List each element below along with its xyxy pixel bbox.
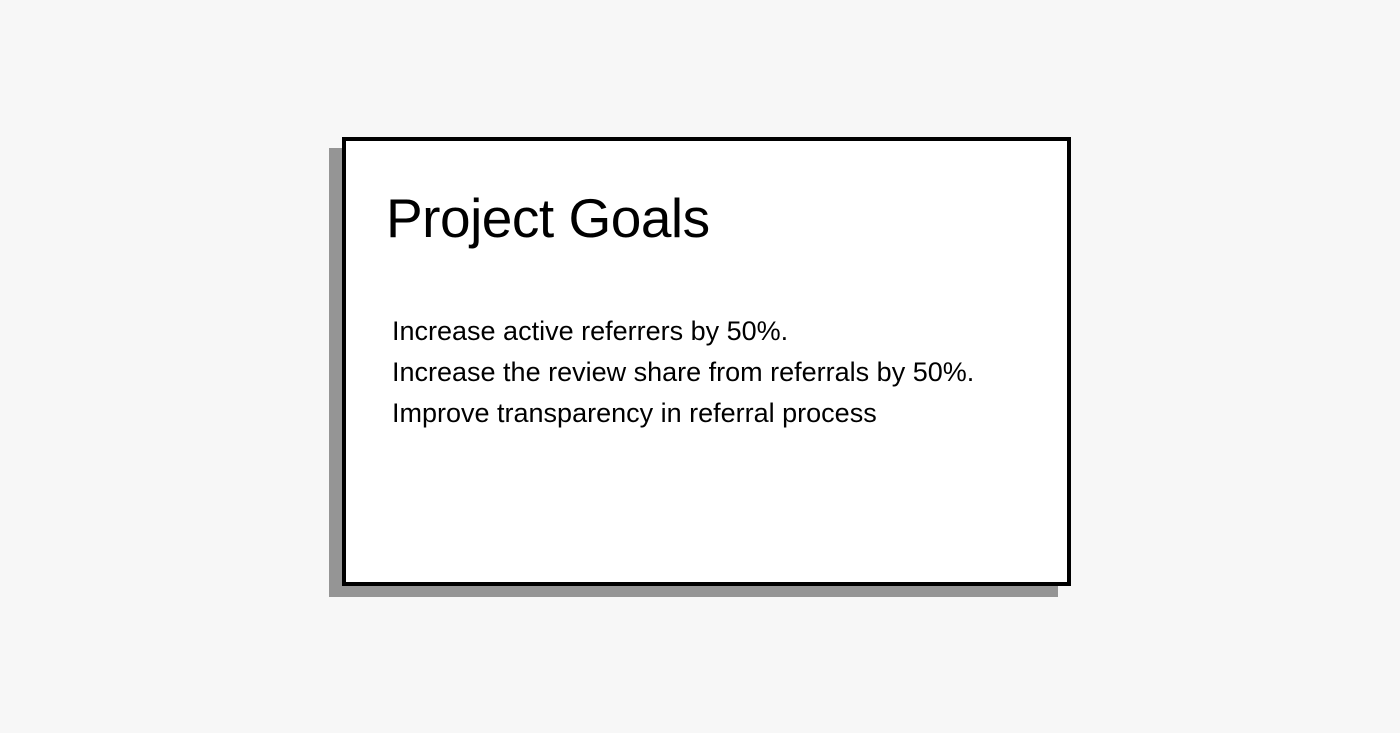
- goals-list: Increase active referrers by 50%. Increa…: [392, 311, 974, 434]
- card-title: Project Goals: [386, 187, 710, 249]
- goal-item: Increase the review share from referrals…: [392, 357, 975, 387]
- project-goals-card: Project Goals Increase active referrers …: [342, 137, 1071, 586]
- goal-item: Improve transparency in referral process: [392, 398, 877, 428]
- goal-item: Increase active referrers by 50%.: [392, 316, 789, 346]
